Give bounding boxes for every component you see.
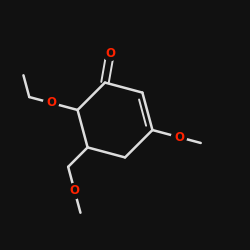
Text: O: O — [46, 96, 56, 109]
Text: O: O — [70, 184, 80, 198]
Circle shape — [67, 184, 82, 198]
Circle shape — [44, 95, 59, 110]
Text: O: O — [174, 131, 184, 144]
Circle shape — [172, 130, 186, 145]
Circle shape — [103, 46, 118, 60]
Text: O: O — [105, 46, 115, 60]
